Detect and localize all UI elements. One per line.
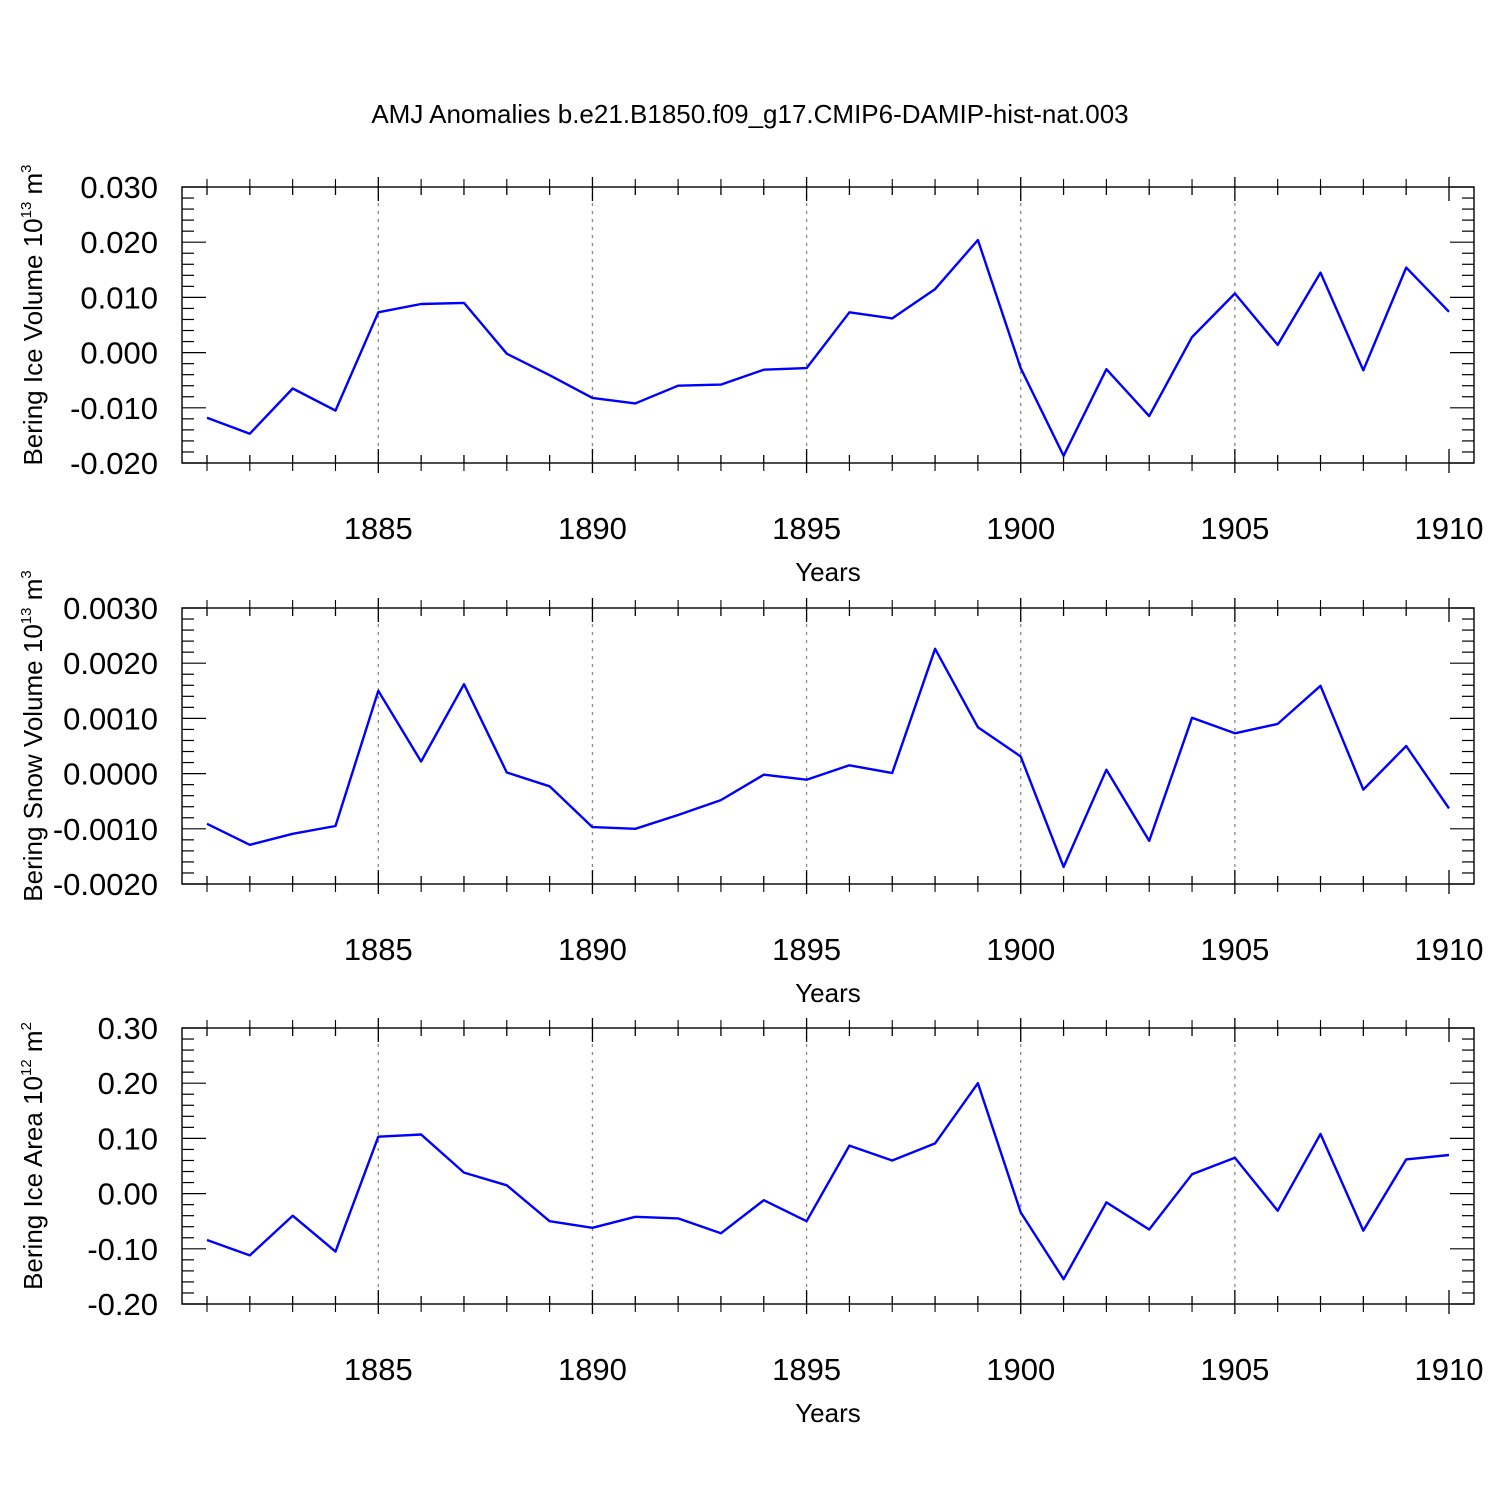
- y-axis-label: Bering Ice Volume 1013 m3: [18, 164, 48, 465]
- y-tick-label: 0.0010: [63, 701, 158, 736]
- y-tick-label: 0.00: [98, 1177, 158, 1212]
- y-tick-label: -0.010: [70, 391, 158, 426]
- x-tick-label: 1900: [986, 932, 1055, 967]
- x-tick-label: 1900: [986, 511, 1055, 546]
- series-line: [206, 1081, 1450, 1281]
- series-line: [206, 647, 1450, 869]
- plot-frame: [181, 186, 1475, 464]
- x-tick-label: 1905: [1200, 932, 1269, 967]
- y-tick-label: 0.020: [80, 225, 158, 260]
- y-tick-label: 0.20: [98, 1066, 158, 1101]
- x-tick-label: 1890: [558, 1352, 627, 1387]
- x-tick-label: 1890: [558, 932, 627, 967]
- x-tick-label: 1885: [344, 932, 413, 967]
- x-axis-label: Years: [795, 557, 861, 587]
- y-tick-label: -0.20: [87, 1287, 158, 1322]
- y-axis-label: Bering Snow Volume 1013 m3: [18, 570, 48, 901]
- y-tick-label: 0.0020: [63, 646, 158, 681]
- y-tick-label: 0.000: [80, 336, 158, 371]
- x-axis-label: Years: [795, 1398, 861, 1428]
- y-tick-label: 0.0030: [63, 591, 158, 626]
- y-tick-label: -0.020: [70, 446, 158, 481]
- y-tick-label: -0.0020: [53, 867, 158, 902]
- x-tick-label: 1895: [772, 1352, 841, 1387]
- x-tick-label: 1910: [1415, 932, 1484, 967]
- x-tick-label: 1895: [772, 932, 841, 967]
- y-tick-label: 0.030: [80, 170, 158, 205]
- panel-2: 0.0030 0.0020 0.0010 0.0000 -0.0010 -0.0020 18…: [18, 570, 1483, 1008]
- x-tick-label: 1900: [986, 1352, 1055, 1387]
- x-tick-label: 1910: [1415, 1352, 1484, 1387]
- x-tick-label: 1905: [1200, 1352, 1269, 1387]
- y-tick-label: -0.0010: [53, 812, 158, 847]
- x-axis-label: Years: [795, 978, 861, 1008]
- panel-1: 0.030 0.020 0.010 0.000 -0.010 -0.020 1885 1890…: [18, 164, 1483, 587]
- panels: 0.030 0.020 0.010 0.000 -0.010 -0.020 1885 1890…: [18, 164, 1483, 1428]
- figure-title: AMJ Anomalies b.e21.B1850.f09_g17.CMIP6-…: [371, 99, 1128, 129]
- x-tick-label: 1895: [772, 511, 841, 546]
- x-tick-label: 1910: [1415, 511, 1484, 546]
- y-axis-label: Bering Ice Area 1012 m2: [18, 1022, 48, 1290]
- x-tick-label: 1890: [558, 511, 627, 546]
- x-tick-label: 1885: [344, 1352, 413, 1387]
- plot-frame: [181, 1027, 1475, 1305]
- y-tick-label: 0.10: [98, 1121, 158, 1156]
- y-tick-label: 0.30: [98, 1011, 158, 1046]
- plot-frame: [181, 607, 1475, 885]
- panel-3: 0.30 0.20 0.10 0.00 -0.10 -0.20 1885 1890 1895 19…: [18, 1011, 1483, 1428]
- x-tick-label: 1905: [1200, 511, 1269, 546]
- y-tick-label: -0.10: [87, 1232, 158, 1267]
- y-tick-label: 0.0000: [63, 757, 158, 792]
- x-tick-label: 1885: [344, 511, 413, 546]
- series-line: [206, 238, 1450, 457]
- y-tick-label: 0.010: [80, 280, 158, 315]
